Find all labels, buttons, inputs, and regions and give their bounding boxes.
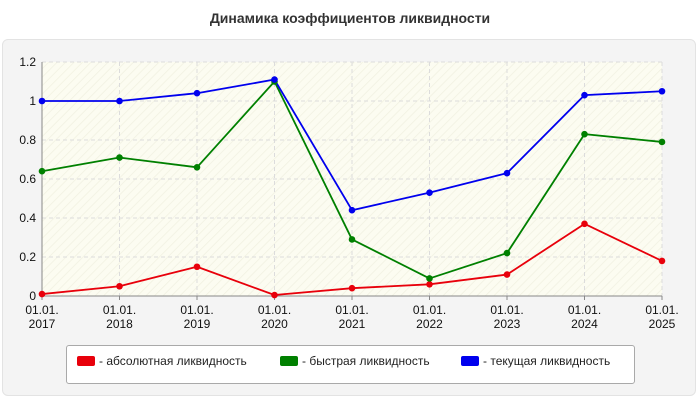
data-point (116, 282, 123, 290)
data-point (38, 290, 46, 298)
data-point (193, 263, 201, 271)
data-point (581, 220, 588, 228)
legend-label: - быстрая ликвидность (302, 354, 430, 368)
x-tick-label: 01.01. 2021 (335, 303, 368, 331)
legend-swatch (280, 356, 298, 366)
y-tick-label: 0.2 (19, 250, 36, 264)
x-tick-label: 01.01. 2024 (568, 303, 601, 331)
y-tick-label: 0.4 (19, 211, 36, 225)
legend-item-absolute[interactable]: - абсолютная ликвидность (77, 354, 247, 368)
legend-swatch (461, 356, 479, 366)
data-point (38, 167, 46, 175)
data-point (193, 164, 201, 171)
data-point (503, 249, 511, 257)
legend-swatch (77, 356, 95, 366)
x-tick-label: 01.01. 2025 (645, 303, 678, 331)
data-point (581, 130, 588, 138)
data-point (348, 236, 356, 243)
y-tick-label: 0.6 (19, 172, 36, 186)
y-tick-label: 0 (29, 289, 36, 303)
data-point (658, 257, 666, 265)
chart-title: Динамика коэффициентов ликвидности (209, 10, 491, 26)
legend-label: - текущая ликвидность (483, 354, 611, 368)
y-tick-label: 0.8 (19, 133, 36, 147)
x-tick-labels: 01.01. 2017 01.01. 2018 01.01. 2019 01.01. 2020… (25, 303, 678, 331)
legend-label: - абсолютная ликвидность (99, 354, 247, 368)
data-point (116, 154, 123, 161)
data-point (116, 97, 123, 105)
data-point (348, 206, 356, 214)
legend: - абсолютная ликвидность - быстрая ликви… (66, 345, 635, 384)
data-point (193, 89, 201, 97)
x-tick-label: 01.01. 2017 (25, 303, 58, 331)
x-tick-label: 01.01. 2018 (103, 303, 136, 331)
data-point (503, 169, 511, 177)
series-points (38, 76, 666, 299)
legend-item-current[interactable]: - текущая ликвидность (461, 354, 610, 368)
data-point (658, 87, 666, 95)
data-point (38, 97, 46, 105)
x-tick-label: 01.01. 2023 (490, 303, 523, 331)
data-point (348, 284, 356, 292)
x-tick-label: 01.01. 2022 (413, 303, 446, 331)
legend-item-quick[interactable]: - быстрая ликвидность (280, 354, 430, 368)
data-point (658, 138, 666, 146)
y-tick-labels: 0 0.2 0.4 0.6 0.8 1 1.2 (19, 55, 36, 303)
data-point (581, 91, 588, 99)
data-point (503, 271, 511, 278)
data-point (426, 275, 433, 282)
x-tick-label: 01.01. 2020 (258, 303, 291, 331)
data-point (271, 291, 278, 299)
y-tick-label: 1 (29, 94, 36, 108)
y-tick-label: 1.2 (19, 55, 36, 69)
data-point (426, 189, 433, 196)
data-point (271, 76, 278, 83)
data-point (426, 281, 433, 288)
x-tick-label: 01.01. 2019 (180, 303, 213, 331)
